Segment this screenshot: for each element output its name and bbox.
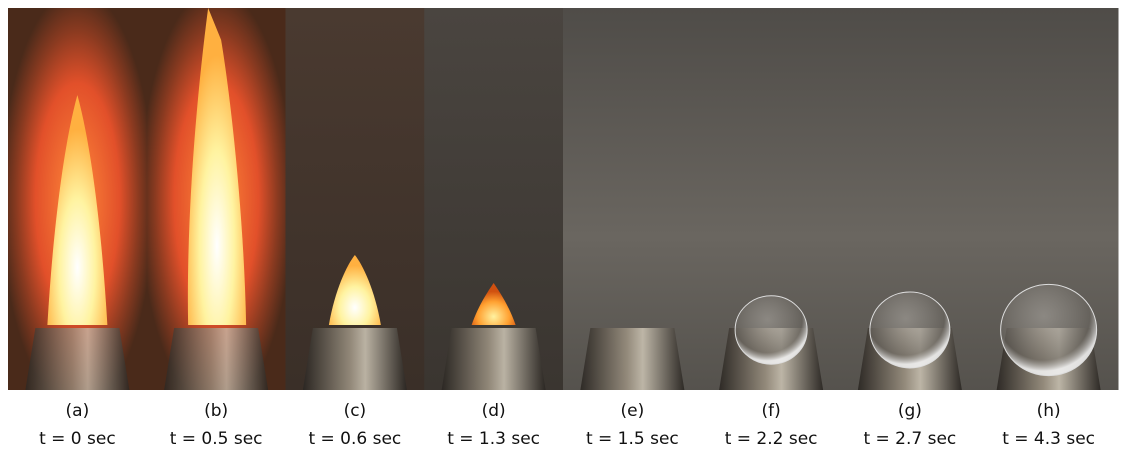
panel-label: (a) <box>66 401 90 421</box>
panel-time: t = 0.6 sec <box>308 429 401 449</box>
photo-panel: (h) t = 4.3 sec <box>979 8 1118 449</box>
photo-panel: (d) t = 1.3 sec <box>424 8 563 449</box>
nozzle <box>25 328 129 390</box>
panel-time: t = 1.5 sec <box>586 429 679 449</box>
photo-panel: (b) t = 0.5 sec <box>147 8 286 449</box>
droplet <box>1001 284 1097 375</box>
nozzle <box>580 328 684 390</box>
panel-time: t = 2.7 sec <box>863 429 956 449</box>
panel-label: (b) <box>204 401 228 421</box>
panel-time: t = 4.3 sec <box>1002 429 1095 449</box>
panel-label: (h) <box>1037 401 1061 421</box>
panel-label: (f) <box>762 401 781 421</box>
photo-panel: (g) t = 2.7 sec <box>841 8 980 449</box>
panel-time: t = 0 sec <box>39 429 116 449</box>
photo-panel: (a) t = 0 sec <box>8 8 147 449</box>
panel-time: t = 2.2 sec <box>725 429 818 449</box>
panel-label: (d) <box>482 401 506 421</box>
droplet <box>870 292 950 368</box>
droplet <box>735 296 807 364</box>
panel-label: (e) <box>621 401 645 421</box>
panel-label: (c) <box>344 401 367 421</box>
photo-panel: (e) t = 1.5 sec <box>563 8 702 449</box>
panel-time: t = 1.3 sec <box>447 429 540 449</box>
nozzle <box>303 328 407 390</box>
panel-label: (g) <box>898 401 922 421</box>
nozzle <box>164 328 268 390</box>
photo-panel: (c) t = 0.6 sec <box>286 8 425 449</box>
panel-time: t = 0.5 sec <box>170 429 263 449</box>
photo-panel: (f) t = 2.2 sec <box>702 8 841 449</box>
figure: (a) t = 0 sec (b) t = 0.5 sec (c) t = 0.6 sec… <box>0 0 1123 450</box>
nozzle <box>442 328 546 390</box>
